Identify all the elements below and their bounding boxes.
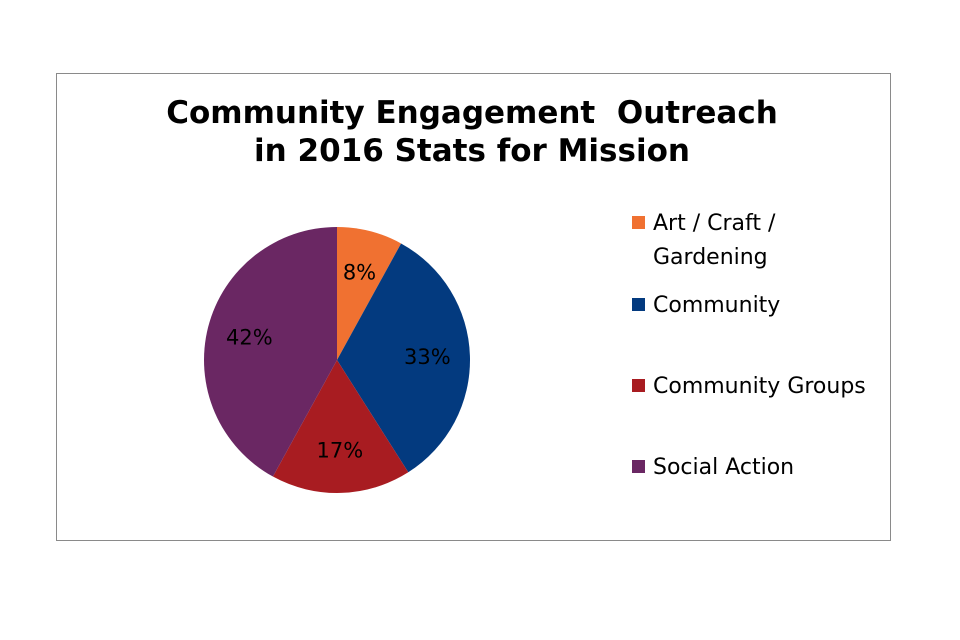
slice-label-1: 33% (404, 345, 451, 369)
slice-label-0: 8% (343, 260, 376, 284)
chart-title: Community Engagement Outreach in 2016 St… (57, 94, 887, 170)
pie-slice-0 (337, 227, 402, 360)
legend-swatch-0 (632, 216, 645, 229)
legend-swatch-3 (632, 460, 645, 473)
legend-label-2: Community Groups (653, 374, 866, 399)
legend-swatch-1 (632, 298, 645, 311)
legend-label-3: Social Action (653, 455, 795, 480)
pie-chart: 8% 33% 17% 42% (204, 227, 471, 494)
pie-slice-2 (272, 360, 409, 494)
chart-title-line-2: in 2016 Stats for Mission (254, 133, 690, 169)
legend-label-0: Art / Craft / Gardening (653, 211, 776, 270)
pie-slice-1 (337, 243, 471, 473)
legend-swatch-2 (632, 379, 645, 392)
pie-slice-3 (204, 227, 337, 477)
slice-label-3: 42% (226, 326, 273, 350)
legend-label-1: Community (653, 293, 781, 318)
slice-label-2: 17% (316, 438, 363, 462)
chart-title-line-1: Community Engagement Outreach (166, 95, 778, 131)
chart-frame: Community Engagement Outreach in 2016 St… (56, 73, 891, 541)
